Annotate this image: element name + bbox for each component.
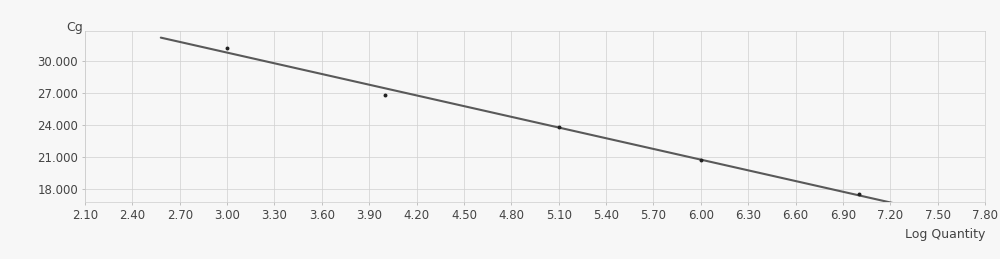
- Point: [219, 46, 235, 50]
- Point: [551, 125, 567, 129]
- X-axis label: Log Quantity: Log Quantity: [905, 227, 985, 241]
- Point: [693, 158, 709, 162]
- Text: Cg: Cg: [67, 21, 83, 34]
- Point: [377, 92, 393, 97]
- Point: [851, 192, 867, 196]
